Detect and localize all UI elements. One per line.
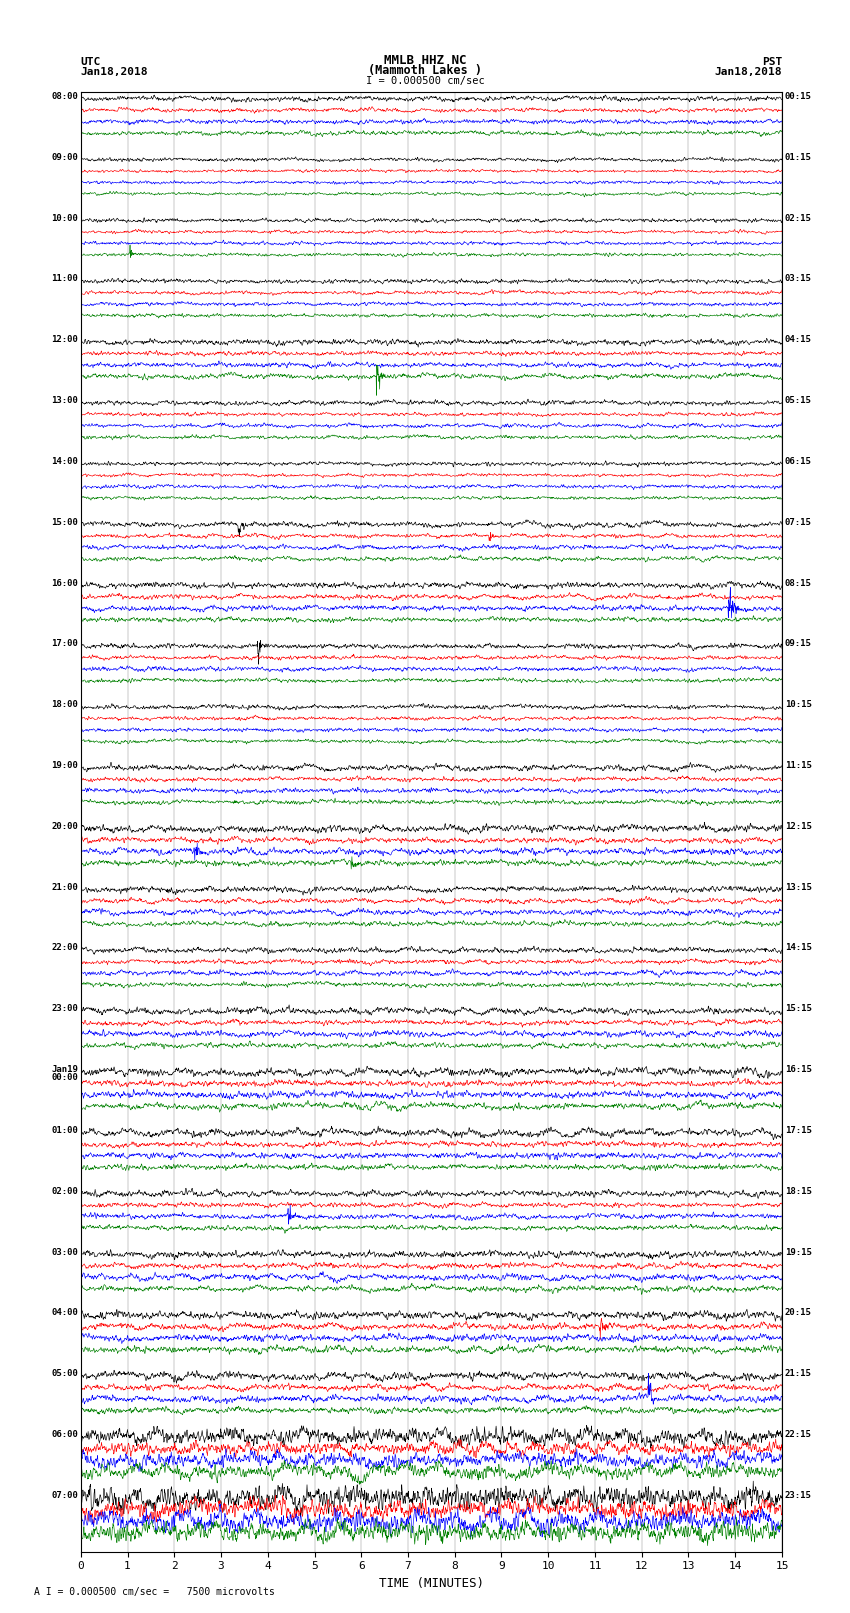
Text: 23:00: 23:00 [51, 1005, 78, 1013]
Text: 09:00: 09:00 [51, 153, 78, 161]
Text: 18:00: 18:00 [51, 700, 78, 710]
Text: 11:15: 11:15 [785, 761, 812, 769]
Text: 05:15: 05:15 [785, 397, 812, 405]
Text: 05:00: 05:00 [51, 1369, 78, 1378]
Text: 10:00: 10:00 [51, 213, 78, 223]
Text: (Mammoth Lakes ): (Mammoth Lakes ) [368, 63, 482, 77]
Text: 03:00: 03:00 [51, 1247, 78, 1257]
Text: 13:00: 13:00 [51, 397, 78, 405]
Text: 08:15: 08:15 [785, 579, 812, 587]
Text: 21:00: 21:00 [51, 882, 78, 892]
Text: 01:00: 01:00 [51, 1126, 78, 1136]
Text: 15:15: 15:15 [785, 1005, 812, 1013]
Text: 07:15: 07:15 [785, 518, 812, 527]
Text: 08:00: 08:00 [51, 92, 78, 102]
Text: 02:15: 02:15 [785, 213, 812, 223]
Text: 17:15: 17:15 [785, 1126, 812, 1136]
Text: Jan18,2018: Jan18,2018 [81, 66, 148, 77]
Text: 22:15: 22:15 [785, 1431, 812, 1439]
Text: 16:00: 16:00 [51, 579, 78, 587]
Text: A I = 0.000500 cm/sec =   7500 microvolts: A I = 0.000500 cm/sec = 7500 microvolts [34, 1587, 275, 1597]
Text: 07:00: 07:00 [51, 1490, 78, 1500]
Text: I = 0.000500 cm/sec: I = 0.000500 cm/sec [366, 76, 484, 85]
Text: PST: PST [762, 56, 782, 66]
Text: 12:00: 12:00 [51, 336, 78, 344]
Text: 02:00: 02:00 [51, 1187, 78, 1195]
Text: 03:15: 03:15 [785, 274, 812, 284]
Text: 01:15: 01:15 [785, 153, 812, 161]
Text: 21:15: 21:15 [785, 1369, 812, 1378]
Text: 18:15: 18:15 [785, 1187, 812, 1195]
Text: 10:15: 10:15 [785, 700, 812, 710]
Text: 22:00: 22:00 [51, 944, 78, 952]
Text: 23:15: 23:15 [785, 1490, 812, 1500]
Text: 06:15: 06:15 [785, 456, 812, 466]
Text: 19:00: 19:00 [51, 761, 78, 769]
Text: 17:00: 17:00 [51, 639, 78, 648]
Text: 14:15: 14:15 [785, 944, 812, 952]
X-axis label: TIME (MINUTES): TIME (MINUTES) [379, 1578, 484, 1590]
Text: 14:00: 14:00 [51, 456, 78, 466]
Text: Jan18,2018: Jan18,2018 [715, 66, 782, 77]
Text: 19:15: 19:15 [785, 1247, 812, 1257]
Text: 00:15: 00:15 [785, 92, 812, 102]
Text: 06:00: 06:00 [51, 1431, 78, 1439]
Text: 13:15: 13:15 [785, 882, 812, 892]
Text: 09:15: 09:15 [785, 639, 812, 648]
Text: UTC: UTC [81, 56, 101, 66]
Text: MMLB HHZ NC: MMLB HHZ NC [383, 53, 467, 66]
Text: 04:00: 04:00 [51, 1308, 78, 1318]
Text: 12:15: 12:15 [785, 823, 812, 831]
Text: 15:00: 15:00 [51, 518, 78, 527]
Text: 04:15: 04:15 [785, 336, 812, 344]
Text: 20:15: 20:15 [785, 1308, 812, 1318]
Text: 11:00: 11:00 [51, 274, 78, 284]
Text: Jan19
00:00: Jan19 00:00 [51, 1065, 78, 1082]
Text: 16:15: 16:15 [785, 1065, 812, 1074]
Text: 20:00: 20:00 [51, 823, 78, 831]
